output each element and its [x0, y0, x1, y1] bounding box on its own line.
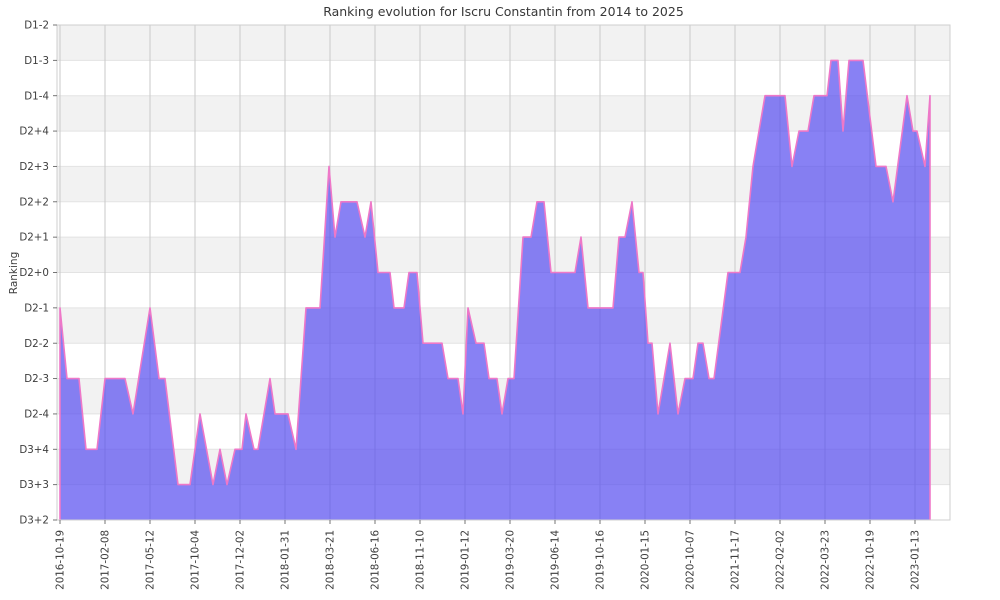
- y-tick-label: D1-3: [24, 55, 49, 67]
- x-tick-label: 2018-06-16: [370, 530, 382, 590]
- y-tick-label: D2-3: [24, 373, 49, 385]
- x-tick-label: 2017-02-08: [100, 530, 112, 590]
- x-tick-label: 2017-12-02: [235, 530, 247, 590]
- y-tick-label: D2-2: [24, 338, 49, 350]
- x-tick-label: 2019-06-14: [550, 530, 562, 590]
- y-tick-label: D2+3: [19, 161, 49, 173]
- plot-band: [57, 95, 950, 132]
- x-tick-label: 2019-03-20: [505, 530, 517, 590]
- y-tick-label: D2+0: [19, 267, 49, 279]
- x-tick-label: 2016-10-19: [55, 530, 67, 590]
- x-tick-label: 2022-02-02: [775, 530, 787, 590]
- x-tick-label: 2019-10-16: [595, 530, 607, 590]
- x-tick-label: 2018-01-31: [280, 530, 292, 590]
- x-tick-label: 2019-01-12: [460, 530, 472, 590]
- y-tick-label: D2+4: [19, 126, 49, 138]
- x-tick-label: 2017-05-12: [145, 530, 157, 590]
- ranking-line: [59, 59, 931, 520]
- y-tick-label: D3+3: [19, 479, 49, 491]
- x-tick-label: 2022-03-23: [820, 530, 832, 590]
- x-tick-label: 2023-01-13: [910, 530, 922, 590]
- y-tick-label: D2-1: [24, 302, 49, 314]
- x-tick-label: 2018-11-10: [415, 530, 427, 590]
- x-tick-label: 2018-03-21: [325, 530, 337, 590]
- y-tick-label: D1-4: [24, 90, 49, 102]
- x-tick-label: 2020-01-15: [640, 530, 652, 590]
- plot-band: [57, 25, 950, 61]
- x-tick-label: 2020-10-07: [685, 530, 697, 590]
- y-tick-label: D2-4: [24, 409, 49, 421]
- y-tick-label: D2+1: [19, 232, 49, 244]
- ranking-area: [60, 60, 930, 521]
- x-tick-label: 2021-11-17: [730, 530, 742, 590]
- x-tick-label: 2017-10-04: [190, 530, 202, 590]
- y-tick-label: D1-2: [24, 20, 49, 32]
- chart-title: Ranking evolution for Iscru Constantin f…: [323, 4, 684, 19]
- y-tick-label: D3+2: [19, 515, 49, 527]
- plot-band: [57, 60, 950, 96]
- x-tick-label: 2022-10-19: [865, 530, 877, 590]
- y-tick-label: D2+2: [19, 196, 49, 208]
- y-tick-label: D3+4: [19, 444, 49, 456]
